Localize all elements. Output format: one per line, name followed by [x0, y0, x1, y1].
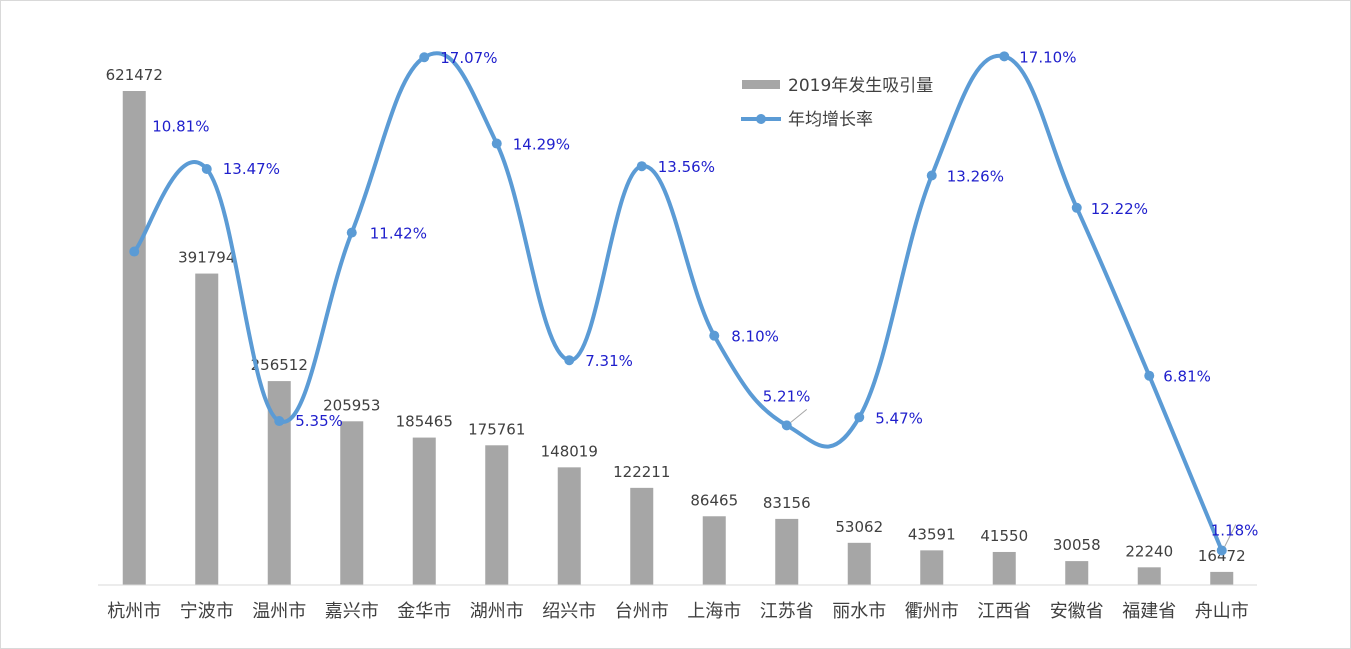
- leader-line: [1224, 524, 1237, 547]
- category-label: 金华市: [397, 601, 451, 622]
- rate-marker: [1216, 545, 1227, 556]
- rate-marker: [781, 420, 792, 431]
- bar-value-label: 86465: [690, 491, 738, 509]
- category-label: 江西省: [977, 601, 1031, 622]
- category-label: 宁波市: [180, 601, 234, 622]
- rate-value-label: 13.26%: [947, 168, 1004, 186]
- bar-value-label: 122211: [613, 463, 670, 481]
- bar-value-label: 175761: [468, 420, 525, 438]
- category-label: 温州市: [252, 601, 306, 622]
- rate-value-label: 8.10%: [731, 328, 779, 346]
- bar-value-label: 22240: [1125, 542, 1173, 560]
- legend-line-label: 年均增长率: [788, 110, 873, 130]
- rate-line: [132, 51, 1224, 552]
- rate-marker: [274, 416, 285, 427]
- rate-value-label: 13.56%: [658, 158, 715, 176]
- bar-10: [847, 542, 871, 585]
- rate-value-label: 5.21%: [763, 387, 811, 405]
- rate-marker: [564, 355, 575, 366]
- category-label: 上海市: [687, 601, 741, 622]
- rate-value-label: 5.47%: [875, 409, 923, 427]
- rate-marker: [201, 163, 212, 174]
- bar-value-labels: 621472 391794 256512 205953 185465 175761 1480…: [106, 66, 1246, 565]
- bar-6: [557, 467, 581, 585]
- bar-4: [412, 437, 436, 585]
- category-label: 衢州市: [905, 601, 959, 622]
- legend: 2019年发生吸引量 年均增长率: [741, 76, 933, 130]
- rate-value-label: 10.81%: [152, 118, 209, 136]
- bar-9: [775, 518, 799, 585]
- category-labels: 杭州市 宁波市 温州市 嘉兴市 金华市 湖州市 绍兴市 台州市 上海市 江苏省 丽水市 衢州市 江西省安…: [107, 601, 1249, 622]
- bar-value-label: 53062: [835, 518, 883, 536]
- bar-0: [122, 91, 146, 585]
- bar-2: [267, 381, 291, 585]
- rate-marker: [129, 246, 140, 257]
- category-label: 福建省: [1122, 601, 1176, 622]
- bar-3: [340, 421, 364, 585]
- bar-5: [485, 445, 509, 585]
- rate-value-label: 5.35%: [295, 412, 343, 430]
- bar-13: [1065, 561, 1089, 585]
- rate-value-label: 11.42%: [370, 225, 427, 243]
- rate-value-label: 6.81%: [1163, 368, 1211, 386]
- rate-marker: [1071, 202, 1082, 213]
- rate-marker: [1144, 370, 1155, 381]
- rate-marker: [999, 51, 1010, 62]
- rate-marker: [854, 412, 865, 423]
- bar-value-label: 256512: [251, 356, 308, 374]
- bar-value-label: 41550: [980, 527, 1028, 545]
- category-label: 丽水市: [832, 601, 886, 622]
- rate-value-label: 17.07%: [440, 49, 497, 67]
- bar-1: [195, 273, 219, 585]
- bar-14: [1137, 567, 1161, 585]
- bar-8: [702, 516, 726, 585]
- rate-marker: [926, 170, 937, 181]
- bar-value-label: 205953: [323, 396, 380, 414]
- rate-value-labels: 10.81% 13.47% 5.35% 11.42% 17.07% 14.29% 7.31%…: [152, 48, 1258, 539]
- category-label: 绍兴市: [542, 601, 596, 622]
- bar-12: [992, 551, 1016, 585]
- rate-value-label: 1.18%: [1211, 521, 1259, 539]
- bar-11: [920, 550, 944, 585]
- bar-value-label: 185465: [396, 413, 453, 431]
- legend-line-marker: [756, 114, 766, 124]
- bar-value-label: 16472: [1198, 547, 1246, 565]
- category-label: 嘉兴市: [325, 601, 379, 622]
- legend-bar-swatch: [742, 80, 780, 89]
- category-label: 江苏省: [760, 601, 814, 622]
- rate-value-label: 13.47%: [223, 160, 280, 178]
- rate-value-label: 7.31%: [585, 352, 633, 370]
- rate-marker: [709, 330, 720, 341]
- bar-value-label: 30058: [1053, 536, 1101, 554]
- category-label: 舟山市: [1195, 601, 1249, 622]
- line-series: [129, 51, 1237, 556]
- bar-value-label: 83156: [763, 494, 811, 512]
- bar-series: [122, 91, 1234, 585]
- bar-value-label: 43591: [908, 525, 956, 543]
- category-label: 安徽省: [1050, 601, 1104, 622]
- bar-15: [1210, 571, 1234, 585]
- rate-value-label: 17.10%: [1019, 48, 1076, 66]
- rate-value-label: 14.29%: [513, 136, 570, 154]
- bar-7: [630, 487, 654, 585]
- rate-marker: [419, 52, 430, 63]
- legend-bar-label: 2019年发生吸引量: [788, 76, 933, 96]
- bar-value-label: 391794: [178, 249, 235, 267]
- category-label: 湖州市: [470, 601, 524, 622]
- category-label: 台州市: [615, 601, 669, 622]
- bar-value-label: 621472: [106, 66, 163, 84]
- rate-marker: [346, 227, 357, 238]
- bar-value-label: 148019: [541, 442, 598, 460]
- leader-line: [790, 408, 808, 423]
- rate-marker: [491, 138, 502, 149]
- category-label: 杭州市: [107, 601, 161, 622]
- rate-value-label: 12.22%: [1091, 200, 1148, 218]
- rate-marker: [636, 161, 647, 172]
